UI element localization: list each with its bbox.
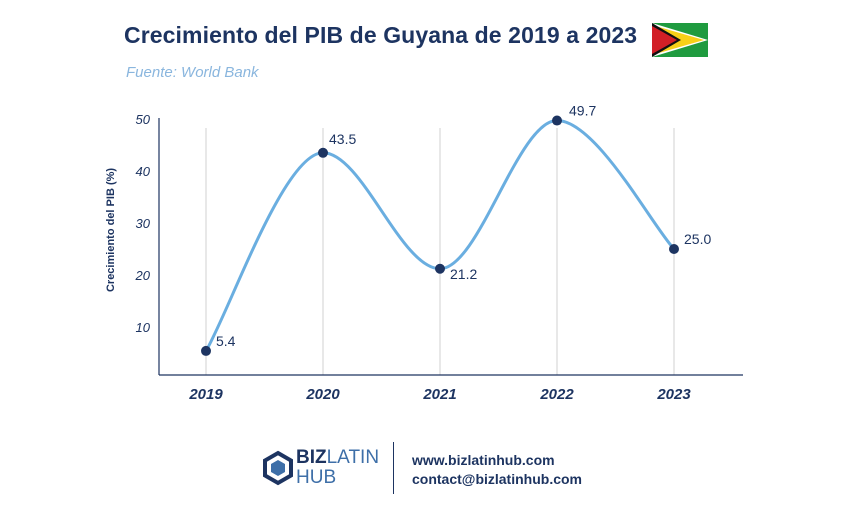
x-tick-label: 2023	[656, 386, 691, 403]
data-point-2021	[435, 263, 445, 274]
contact-info: www.bizlatinhub.com contact@bizlatinhub.…	[412, 451, 582, 489]
axes	[158, 118, 743, 376]
data-label-2022: 49.7	[569, 103, 596, 119]
y-tick-label: 20	[135, 268, 151, 283]
grid-lines	[205, 128, 675, 375]
data-label-2020: 43.5	[329, 131, 356, 147]
footer-divider	[393, 442, 394, 494]
website-link[interactable]: www.bizlatinhub.com	[412, 452, 555, 468]
x-tick-label: 2019	[188, 386, 223, 403]
y-tick-label: 40	[136, 164, 151, 179]
guyana-flag-icon	[652, 23, 708, 57]
logo-wordmark: BIZLATIN HUB	[296, 448, 379, 488]
bizlatinhub-logo-icon	[263, 450, 293, 486]
x-tick-label: 2021	[422, 386, 456, 403]
chart-source: Fuente: World Bank	[126, 64, 259, 81]
email-link[interactable]: contact@bizlatinhub.com	[412, 471, 582, 487]
data-point-2022	[552, 115, 562, 126]
y-tick-label: 30	[136, 216, 151, 231]
tick-labels: 2019 2020 2021 2022 2023 10 20 30 40 50	[135, 112, 692, 403]
data-label-2021: 21.2	[450, 266, 477, 282]
data-points	[201, 115, 679, 356]
y-tick-label: 50	[136, 112, 151, 127]
x-tick-label: 2020	[305, 386, 340, 403]
logo-hub: HUB	[296, 467, 337, 488]
logo-latin: LATIN	[326, 447, 380, 468]
data-labels: 5.4 43.5 21.2 49.7 25.0	[216, 103, 711, 349]
data-point-2019	[201, 345, 211, 356]
y-tick-label: 10	[136, 320, 151, 335]
data-label-2019: 5.4	[216, 333, 236, 349]
data-label-2023: 25.0	[684, 231, 711, 247]
x-tick-label: 2022	[539, 386, 574, 403]
y-axis-label: Crecimiento del PIB (%)	[105, 168, 117, 292]
chart-title: Crecimiento del PIB de Guyana de 2019 a …	[124, 22, 638, 48]
data-point-2020	[318, 147, 328, 158]
data-point-2023	[669, 244, 679, 254]
logo-biz: BIZ	[296, 447, 327, 468]
